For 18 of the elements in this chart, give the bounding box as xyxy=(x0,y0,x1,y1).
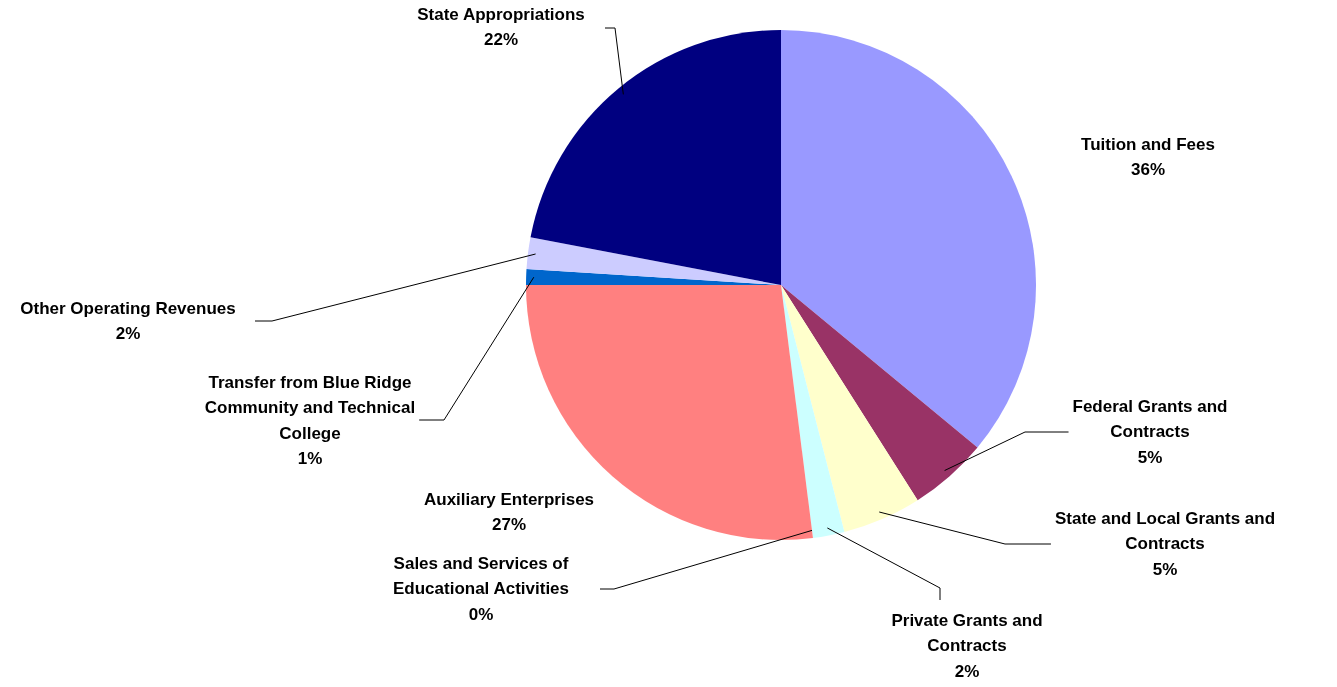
data-label: 22% xyxy=(483,30,519,50)
slice-label: Tuition and Fees xyxy=(1081,134,1215,154)
slice-label: Federal Grants and Contracts xyxy=(1072,396,1228,442)
slice-label: Other Operating Revenues xyxy=(20,298,236,318)
text: 0% xyxy=(468,604,494,624)
data-label: 27% xyxy=(491,515,527,535)
data-label: 1% xyxy=(297,449,323,469)
category-label: Sales and Services of Educational Activities xyxy=(392,553,570,599)
data-label: 5% xyxy=(1152,559,1178,579)
data-label: 2% xyxy=(954,661,980,681)
slice-label: Auxiliary Enterprises xyxy=(423,489,595,509)
data-label: 5% xyxy=(1137,447,1163,467)
slice-label: Transfer from Blue Ridge Community and Technical College xyxy=(204,372,416,443)
slice-label: Private Grants and Contracts xyxy=(891,610,1043,656)
slice-label: State Appropriations xyxy=(417,4,585,24)
data-label: 2% xyxy=(115,324,141,344)
data-label: 36% xyxy=(1130,160,1166,180)
slice-label: State and Local Grants and Contracts xyxy=(1054,508,1276,554)
